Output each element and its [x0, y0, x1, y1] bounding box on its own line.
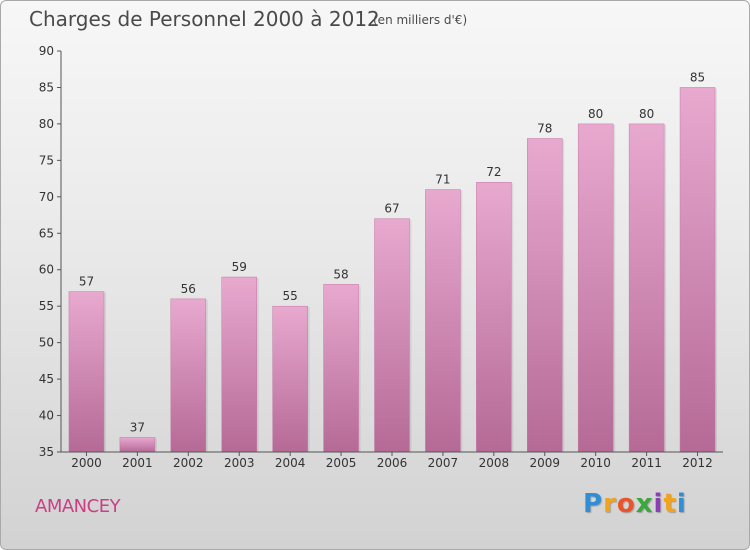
y-tick-label: 55 — [39, 299, 54, 313]
bar-value-label: 57 — [79, 275, 94, 289]
x-tick-label: 2006 — [377, 456, 408, 470]
y-tick-label: 75 — [39, 153, 54, 167]
y-tick-label: 90 — [39, 44, 54, 58]
bar — [68, 291, 105, 453]
x-tick-label: 2000 — [71, 456, 102, 470]
y-tick-label: 85 — [39, 80, 54, 94]
y-tick-label: 80 — [39, 117, 54, 131]
bar — [476, 181, 512, 453]
bars-group: 57 37 56 59 55 58 67 71 72 78 80 80 85 — [68, 70, 718, 453]
bar-value-label: 71 — [435, 173, 450, 187]
x-tick-label: 2002 — [173, 456, 204, 470]
x-tick-label: 2009 — [529, 456, 560, 470]
bar-value-label: 85 — [690, 70, 705, 84]
x-tick-label: 2010 — [580, 456, 611, 470]
chart-title: Charges de Personnel 2000 à 2012 — [29, 7, 380, 31]
x-tick-label: 2001 — [122, 456, 153, 470]
logo-letter: i — [676, 489, 687, 519]
bar — [272, 305, 308, 453]
bar — [374, 218, 410, 453]
x-tick-label: 2004 — [275, 456, 306, 470]
axes-group: 35 40 45 50 55 60 65 70 75 80 85 90 2000 2001 2002 2003… — [39, 44, 723, 470]
bar — [425, 189, 461, 453]
logo-letter: i — [653, 489, 664, 519]
bar — [323, 284, 359, 453]
bar-value-label: 58 — [333, 267, 348, 281]
y-tick-label: 40 — [39, 409, 54, 423]
logo-letter: x — [635, 489, 654, 519]
bar-value-label: 80 — [639, 107, 654, 121]
bar — [628, 123, 665, 453]
x-tick-label: 2007 — [428, 456, 459, 470]
commune-name: AMANCEY — [35, 496, 121, 517]
x-tick-label: 2008 — [479, 456, 510, 470]
x-tick-label: 2003 — [224, 456, 255, 470]
y-tick-label: 60 — [39, 263, 54, 277]
bar — [221, 276, 257, 453]
bar-value-label: 80 — [588, 107, 603, 121]
y-tick-label: 45 — [39, 372, 54, 386]
logo-letter: o — [616, 489, 636, 519]
proxiti-logo[interactable]: Proxiti — [583, 489, 687, 519]
y-tick-label: 35 — [39, 445, 54, 459]
x-tick-label: 2005 — [326, 456, 357, 470]
bar — [577, 123, 614, 453]
logo-letter: t — [663, 489, 677, 519]
bar-value-label: 72 — [486, 165, 501, 179]
y-tick-label: 65 — [39, 226, 54, 240]
bar-value-label: 59 — [232, 260, 247, 274]
bar — [170, 298, 207, 453]
y-tick-label: 70 — [39, 190, 54, 204]
bar — [527, 138, 563, 453]
bar-value-label: 67 — [384, 202, 399, 216]
y-tick-label: 50 — [39, 336, 54, 350]
x-tick-label: 2012 — [682, 456, 713, 470]
bar-value-label: 78 — [537, 121, 552, 135]
x-tick-label: 2011 — [631, 456, 662, 470]
bar-value-label: 37 — [130, 420, 145, 434]
bar — [119, 437, 156, 453]
logo-letter: P — [583, 489, 604, 519]
bar-value-label: 55 — [283, 289, 298, 303]
logo-letter: r — [603, 489, 617, 519]
chart-subtitle: (en milliers d'€) — [373, 13, 468, 27]
bar — [679, 87, 716, 453]
bar-value-label: 56 — [181, 282, 196, 296]
